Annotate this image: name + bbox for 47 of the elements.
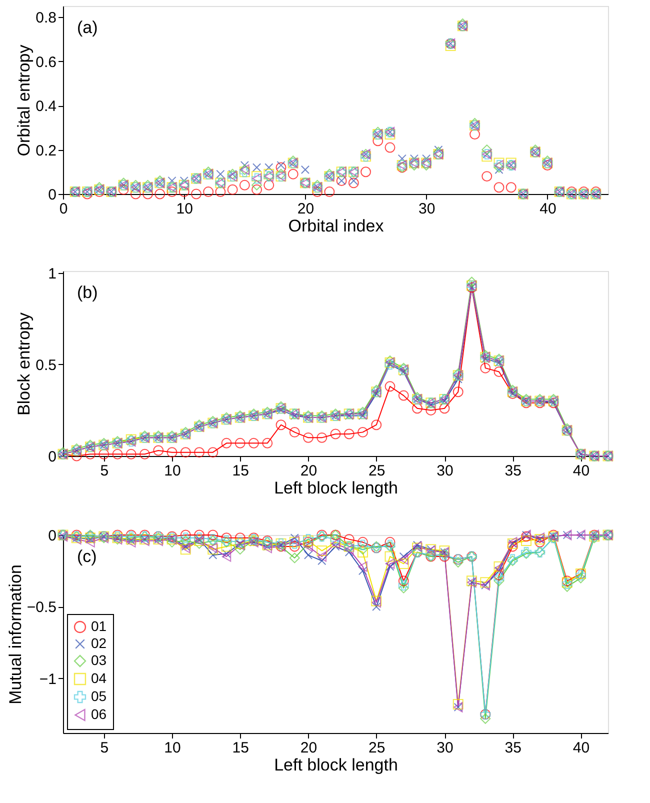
x-tick-label: 40 — [572, 462, 590, 480]
x-tick-label: 0 — [59, 200, 68, 218]
legend-label: 05 — [91, 688, 107, 704]
x-tick-label: 20 — [300, 462, 318, 480]
x-tick-label: 5 — [100, 740, 109, 756]
legend-label: 03 — [91, 652, 107, 668]
legend-label: 06 — [91, 706, 107, 722]
y-tick-label: 0.2 — [36, 142, 56, 160]
annotation: (b) — [77, 283, 98, 302]
x-tick-label: 30 — [436, 740, 454, 756]
y-tick-label: −1 — [39, 670, 56, 688]
y-tick-label: 0.8 — [36, 10, 56, 27]
x-tick-label: 25 — [368, 462, 386, 480]
y-tick-label: 0.4 — [36, 98, 56, 116]
x-tick-label: 5 — [100, 462, 109, 480]
x-tick-label: 10 — [164, 462, 181, 480]
x-tick-label: 35 — [504, 462, 522, 480]
x-axis-title: Left block length — [274, 756, 398, 774]
x-tick-label: 10 — [164, 740, 181, 756]
x-tick-label: 30 — [436, 462, 454, 480]
x-axis-title: Orbital index — [288, 216, 384, 236]
y-tick-label: 0.5 — [36, 356, 56, 374]
x-tick-label: 40 — [540, 200, 556, 218]
legend-label: 01 — [91, 618, 107, 634]
annotation: (c) — [77, 547, 97, 566]
x-tick-label: 15 — [232, 462, 249, 480]
y-axis-title: Block entropy — [14, 312, 34, 416]
legend-label: 02 — [91, 635, 107, 651]
y-tick-label: 0 — [48, 448, 56, 466]
y-tick-label: 0 — [48, 528, 56, 544]
y-axis-title: Orbital entropy — [14, 44, 34, 156]
x-tick-label: 35 — [504, 740, 522, 756]
x-tick-label: 15 — [232, 740, 249, 756]
y-tick-label: 1 — [48, 265, 56, 282]
y-tick-label: 0 — [48, 186, 56, 204]
legend-label: 04 — [91, 670, 107, 686]
x-tick-label: 40 — [572, 740, 590, 756]
x-tick-label: 30 — [418, 200, 436, 218]
y-tick-label: −0.5 — [26, 599, 56, 616]
x-axis-title: Left block length — [274, 478, 398, 498]
x-tick-label: 20 — [297, 200, 314, 218]
annotation: (a) — [77, 18, 98, 37]
x-tick-label: 20 — [300, 740, 318, 756]
y-axis-title: Mutual information — [6, 564, 25, 704]
x-tick-label: 25 — [368, 740, 386, 756]
y-tick-label: 0.6 — [36, 54, 56, 71]
x-tick-label: 10 — [176, 200, 193, 218]
